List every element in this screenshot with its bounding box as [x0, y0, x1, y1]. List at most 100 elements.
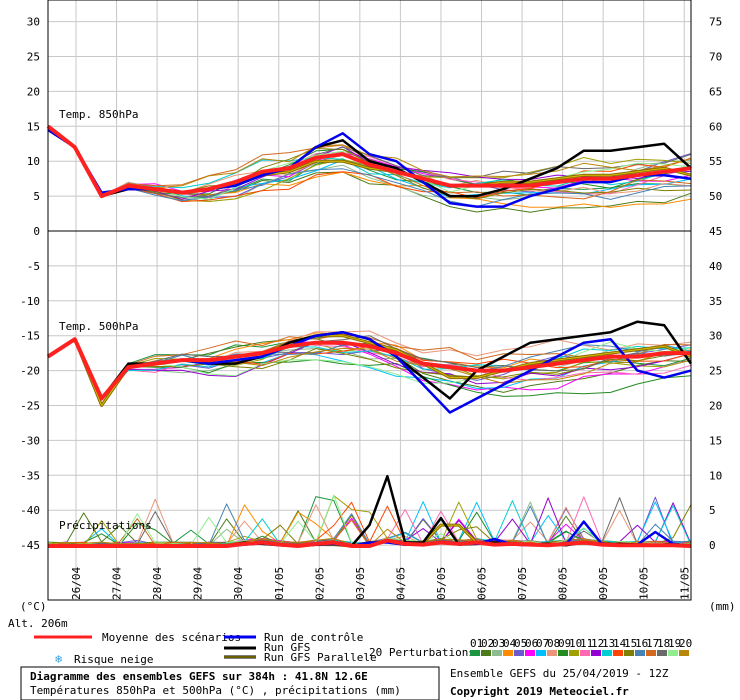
perturbation-number: 11: [580, 637, 593, 650]
snowflake-icon: ❄: [55, 652, 62, 666]
x-tick-label: 07/05: [516, 567, 529, 600]
perturbation-swatch: [624, 650, 634, 656]
perturbation-number: 04: [503, 637, 517, 650]
y-tick-left: -25: [20, 400, 40, 413]
legend-gfs-label: Run GFS: [264, 641, 310, 654]
x-tick-label: 08/05: [557, 567, 570, 600]
perturbation-swatch: [591, 650, 601, 656]
perturbation-number: 02: [481, 637, 494, 650]
y-tick-right: 40: [709, 260, 722, 273]
perturbation-number: 03: [492, 637, 505, 650]
perturbation-number: 14: [613, 637, 627, 650]
x-tick-label: 01/05: [273, 567, 286, 600]
perturbation-swatch: [657, 650, 667, 656]
perturbation-line-t500: [47, 335, 692, 399]
legend-gfs-parallel-label: Run GFS Parallele: [264, 651, 377, 664]
perturbation-number: 16: [635, 637, 648, 650]
y-tick-right: 30: [709, 330, 722, 343]
chart-grid: [48, 0, 691, 600]
perturbation-swatch: [635, 650, 645, 656]
perturbation-swatch: [547, 650, 557, 656]
perturbation-number: 06: [525, 637, 538, 650]
tick-labels: 26/04 27/04 28/04 29/04 30/04 01/05 02/05 03/05…: [20, 16, 722, 600]
perturbation-line-t850: [47, 125, 692, 207]
x-tick-label: 03/05: [354, 567, 367, 600]
y-tick-left: -40: [20, 504, 40, 517]
perturbation-line-t500: [47, 338, 692, 399]
perturbation-number: 15: [624, 637, 637, 650]
y-tick-left: -15: [20, 330, 40, 343]
mean-line-precip: [48, 538, 692, 548]
mean-line-t850: [46, 124, 692, 199]
y-tick-right: 60: [709, 120, 722, 133]
x-tick-label: 09/05: [597, 567, 610, 600]
perturbation-swatch: [569, 650, 579, 656]
legend-snow-label: Risque neige: [74, 653, 153, 666]
footer-title: Diagramme des ensembles GEFS sur 384h : …: [30, 670, 368, 683]
legend: Moyenne des scénarios ❄ Risque neige Run…: [34, 631, 692, 666]
plot-frame: [47, 0, 692, 601]
x-tick-label: 02/05: [313, 567, 326, 600]
x-tick-label: 27/04: [111, 567, 124, 600]
x-tick-label: 28/04: [151, 567, 164, 600]
legend-mean-label: Moyenne des scénarios: [102, 631, 241, 644]
y-tick-left: -10: [20, 295, 40, 308]
x-tick-label: 05/05: [435, 567, 448, 600]
perturbation-number: 08: [547, 637, 560, 650]
y-tick-left: -35: [20, 469, 40, 482]
y-tick-right: 75: [709, 16, 722, 29]
y-tick-left: -45: [20, 539, 40, 552]
altitude-label: Alt. 206m: [8, 617, 68, 630]
y-tick-right: 20: [709, 400, 722, 413]
perturbation-swatch: [668, 650, 678, 656]
perturbation-number: 01: [470, 637, 483, 650]
y-tick-right: 0: [709, 539, 716, 552]
perturbation-number: 09: [558, 637, 571, 650]
right-unit: (mm): [709, 600, 736, 613]
y-tick-left: 20: [27, 85, 40, 98]
x-tick-label: 04/05: [394, 567, 407, 600]
y-tick-left: -20: [20, 365, 40, 378]
perturbation-swatch: [470, 650, 480, 656]
perturbation-swatch: [536, 650, 546, 656]
x-tick-label: 06/05: [476, 567, 489, 600]
y-tick-right: 70: [709, 51, 722, 64]
y-tick-right: 25: [709, 365, 722, 378]
perturbation-swatch: [679, 650, 689, 656]
left-unit: (°C): [20, 600, 47, 613]
legend-control-label: Run de contrôle: [264, 631, 363, 644]
y-tick-left: 30: [27, 16, 40, 29]
y-tick-right: 65: [709, 85, 722, 98]
perturbation-number: 18: [657, 637, 670, 650]
y-tick-right: 50: [709, 190, 722, 203]
x-tick-label: 30/04: [232, 567, 245, 600]
y-tick-right: 35: [709, 295, 722, 308]
perturbation-line-t500: [47, 338, 692, 399]
y-tick-left: 25: [27, 51, 40, 64]
panel-title-t500: Temp. 500hPa: [59, 320, 138, 333]
perturbation-line-t500: [47, 338, 692, 399]
y-tick-left: 15: [27, 120, 40, 133]
y-tick-left: 0: [33, 225, 40, 238]
y-tick-right: 15: [709, 434, 722, 447]
perturbation-swatch: [602, 650, 612, 656]
perturbation-number: 10: [569, 637, 582, 650]
x-tick-label: 26/04: [70, 567, 83, 600]
y-tick-left: -30: [20, 434, 40, 447]
panel-title-precip: Précipitations: [59, 519, 152, 532]
perturbation-swatch: [525, 650, 535, 656]
y-tick-right: 55: [709, 155, 722, 168]
perturbation-number: 13: [602, 637, 615, 650]
legend-perturbations-label: 20 Perturbations: [369, 646, 475, 659]
perturbation-swatch: [481, 650, 491, 656]
y-tick-left: 10: [27, 155, 40, 168]
perturbation-number: 05: [514, 637, 527, 650]
perturbation-swatch: [646, 650, 656, 656]
footer-run-info: Ensemble GEFS du 25/04/2019 - 12Z: [450, 667, 669, 680]
y-tick-left: -5: [27, 260, 40, 273]
perturbation-number: 12: [591, 637, 604, 650]
perturbation-swatch: [580, 650, 590, 656]
mean-line-t500: [46, 337, 691, 401]
